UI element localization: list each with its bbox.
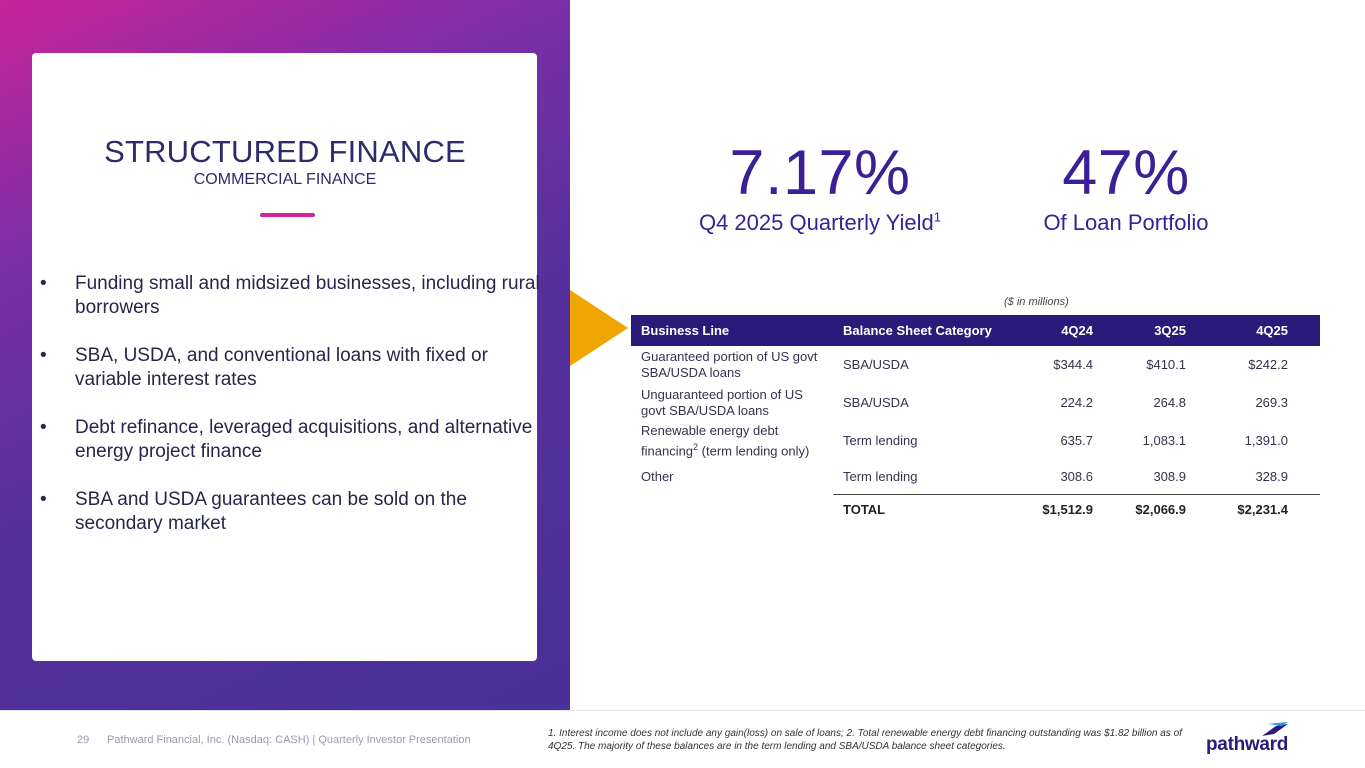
business-line-text: Guaranteed portion of US govt xyxy=(641,349,818,364)
bullet-icon: • xyxy=(40,345,47,366)
bullet-text: Funding small and midsized businesses, i… xyxy=(75,273,540,318)
business-line-text: govt SBA/USDA loans xyxy=(641,403,769,418)
business-line-cell: Other xyxy=(641,469,674,484)
portfolio-metric-label: Of Loan Portfolio xyxy=(1043,210,1209,235)
business-line-cell: Renewable energy debt financing2 (term le… xyxy=(631,422,833,460)
bullet-icon: • xyxy=(40,489,47,510)
business-line-cell: Unguaranteed portion of US govt SBA/USDA … xyxy=(631,384,833,422)
yield-metric-value: 7.17% xyxy=(729,138,911,208)
value-cell: 264.8 xyxy=(1153,395,1186,410)
business-line-cell: Guaranteed portion of US govt SBA/USDA lo… xyxy=(631,346,833,384)
value-cell: 1,391.0 xyxy=(1244,433,1288,448)
total-value-cell: $2,066.9 xyxy=(1135,502,1186,518)
value-cell: $410.1 xyxy=(1146,357,1186,372)
bullet-icon: • xyxy=(40,273,47,294)
table-header-row: Business Line Balance Sheet Category 4Q2… xyxy=(631,315,1320,346)
column-header: 4Q24 xyxy=(1025,315,1125,346)
column-header: Balance Sheet Category xyxy=(833,315,1025,346)
bullet-item: • Debt refinance, leveraged acquisitions,… xyxy=(40,416,540,464)
logo-wordmark: pathward xyxy=(1206,734,1289,755)
category-cell: SBA/USDA xyxy=(843,395,909,410)
value-cell: 269.3 xyxy=(1255,395,1288,410)
table-row: Unguaranteed portion of US govt SBA/USDA … xyxy=(631,384,1320,422)
page-number: 29 xyxy=(77,734,90,746)
pathward-logo: pathward xyxy=(1206,722,1296,756)
value-cell: $344.4 xyxy=(1053,357,1093,372)
table-row: Guaranteed portion of US govt SBA/USDA lo… xyxy=(631,346,1320,384)
section-title: STRUCTURED FINANCE xyxy=(104,134,466,169)
total-value-cell: $2,231.4 xyxy=(1237,502,1288,518)
business-line-text: financing xyxy=(641,443,694,459)
total-value-cell: $1,512.9 xyxy=(1042,502,1093,518)
bullet-text: SBA, USDA, and conventional loans with f… xyxy=(75,345,488,390)
business-line-text: (term lending only) xyxy=(698,443,810,459)
category-cell: Term lending xyxy=(843,433,918,448)
bullet-item: • SBA and USDA guarantees can be sold on … xyxy=(40,488,540,536)
empty-cell xyxy=(631,494,833,526)
value-cell: 308.6 xyxy=(1025,460,1125,495)
table-row: Other Term lending 308.6 308.9 328.9 xyxy=(631,460,1320,495)
bullet-text: Debt refinance, leveraged acquisitions, … xyxy=(75,417,533,462)
portfolio-metric-value: 47% xyxy=(1062,138,1190,208)
bullet-icon: • xyxy=(40,417,47,438)
yield-metric-label: Q4 2025 Quarterly Yield1 xyxy=(660,210,980,236)
logo-chevron-icon xyxy=(1262,722,1288,736)
category-cell: SBA/USDA xyxy=(843,357,909,372)
value-cell: 1,083.1 xyxy=(1142,433,1186,448)
bullet-item: • SBA, USDA, and conventional loans with … xyxy=(40,344,540,392)
bullet-text: SBA and USDA guarantees can be sold on t… xyxy=(75,489,467,534)
footnote-marker: 2 xyxy=(693,441,699,452)
bullet-item: • Funding small and midsized businesses, … xyxy=(40,272,540,320)
value-cell: $242.2 xyxy=(1248,357,1288,372)
total-label: TOTAL xyxy=(843,502,886,518)
column-header: 4Q25 xyxy=(1218,315,1320,346)
structured-finance-table: Business Line Balance Sheet Category 4Q2… xyxy=(631,315,1320,526)
value-cell: 308.9 xyxy=(1125,460,1218,495)
business-line-text: SBA/USDA loans xyxy=(641,365,741,380)
footer-divider xyxy=(0,710,1365,711)
title-accent-rule xyxy=(260,213,315,217)
business-line-text: Unguaranteed portion of US xyxy=(641,387,803,402)
column-header: 3Q25 xyxy=(1125,315,1218,346)
units-note: ($ in millions) xyxy=(1004,296,1069,308)
category-cell: Term lending xyxy=(833,460,1025,495)
arrow-pointer-icon xyxy=(570,290,628,366)
column-header: Business Line xyxy=(631,315,833,346)
feature-bullet-list: • Funding small and midsized businesses, … xyxy=(40,272,540,560)
value-cell: 328.9 xyxy=(1218,460,1320,495)
business-line-text: Renewable energy debt xyxy=(641,422,779,438)
footer-text: Pathward Financial, Inc. (Nasdaq: CASH) … xyxy=(107,734,471,746)
value-cell: 224.2 xyxy=(1060,395,1093,410)
table-total-row: TOTAL $1,512.9 $2,066.9 $2,231.4 xyxy=(631,494,1320,526)
yield-label-text: Q4 2025 Quarterly Yield xyxy=(698,210,934,235)
content-card xyxy=(32,53,537,661)
footnote-marker: 1 xyxy=(933,209,942,225)
section-subtitle: COMMERCIAL FINANCE xyxy=(193,171,377,188)
table-row: Renewable energy debt financing2 (term le… xyxy=(631,422,1320,460)
footnote-text: 1. Interest income does not include any … xyxy=(548,728,1182,752)
value-cell: 635.7 xyxy=(1060,433,1093,448)
